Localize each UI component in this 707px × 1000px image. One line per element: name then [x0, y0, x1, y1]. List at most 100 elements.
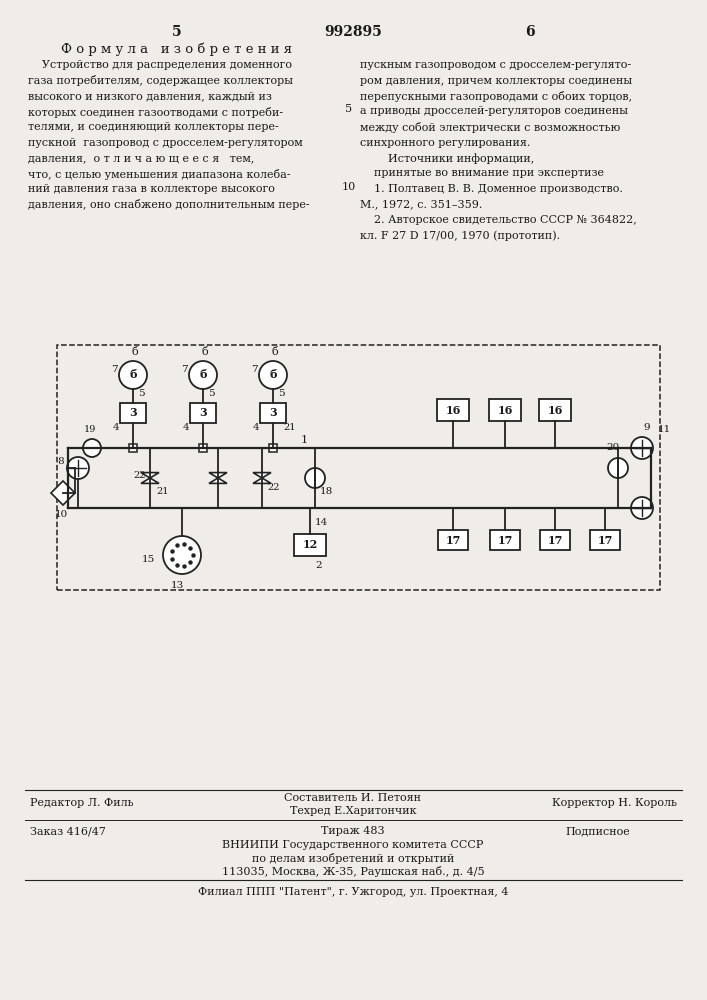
Text: 2. Авторское свидетельство СССР № 364822,: 2. Авторское свидетельство СССР № 364822…: [360, 215, 637, 225]
Text: 4: 4: [182, 424, 189, 432]
Text: кл. F 27 D 17/00, 1970 (прототип).: кл. F 27 D 17/00, 1970 (прототип).: [360, 231, 560, 241]
Text: 4: 4: [252, 424, 259, 432]
Circle shape: [631, 497, 653, 519]
Text: 5: 5: [278, 388, 285, 397]
Text: Источники информации,: Источники информации,: [360, 153, 534, 164]
Text: газа потребителям, содержащее коллекторы: газа потребителям, содержащее коллекторы: [28, 76, 293, 87]
Text: Составитель И. Петоян: Составитель И. Петоян: [284, 793, 421, 803]
Text: 9: 9: [643, 423, 650, 432]
Bar: [190, 403, 216, 423]
Text: 7: 7: [252, 365, 258, 374]
Text: пускным газопроводом с дросселем-регулято-: пускным газопроводом с дросселем-регулят…: [360, 60, 631, 70]
Text: высокого и низкого давления, каждый из: высокого и низкого давления, каждый из: [28, 91, 272, 101]
Text: 6: 6: [525, 25, 534, 39]
Text: ВНИИПИ Государственного комитета СССР: ВНИИПИ Государственного комитета СССР: [222, 840, 484, 850]
Bar: [490, 530, 520, 550]
Polygon shape: [141, 473, 159, 478]
Text: 7: 7: [112, 365, 118, 374]
Text: 19: 19: [84, 425, 96, 434]
Text: которых соединен газоотводами с потреби-: которых соединен газоотводами с потреби-: [28, 106, 283, 117]
Text: б: б: [201, 347, 209, 357]
Circle shape: [189, 361, 217, 389]
Text: Корректор Н. Король: Корректор Н. Король: [552, 798, 677, 808]
Text: 3: 3: [199, 408, 207, 418]
Polygon shape: [209, 478, 227, 483]
Text: принятые во внимание при экспертизе: принятые во внимание при экспертизе: [360, 168, 604, 178]
Text: 17: 17: [547, 534, 563, 546]
Text: 13: 13: [170, 581, 184, 590]
Text: 1. Полтавец В. В. Доменное производство.: 1. Полтавец В. В. Доменное производство.: [360, 184, 623, 194]
Text: М., 1972, с. 351–359.: М., 1972, с. 351–359.: [360, 200, 482, 210]
Text: Ф о р м у л а   и з о б р е т е н и я: Ф о р м у л а и з о б р е т е н и я: [62, 42, 293, 55]
Polygon shape: [141, 478, 159, 483]
Polygon shape: [253, 473, 271, 478]
Text: 17: 17: [597, 534, 613, 546]
Text: 4: 4: [112, 424, 119, 432]
Text: 15: 15: [141, 556, 155, 564]
Circle shape: [83, 439, 101, 457]
Text: 1: 1: [301, 435, 308, 445]
Text: синхронного регулирования.: синхронного регулирования.: [360, 137, 530, 147]
Text: по делам изобретений и открытий: по делам изобретений и открытий: [252, 853, 454, 864]
Bar: [294, 534, 326, 556]
Text: Техред Е.Харитончик: Техред Е.Харитончик: [290, 806, 416, 816]
Bar: [269, 444, 277, 452]
Text: 21: 21: [156, 487, 168, 495]
Text: 11: 11: [658, 425, 671, 434]
Text: 5: 5: [346, 104, 353, 114]
Text: перепускными газопроводами с обоих торцов,: перепускными газопроводами с обоих торцо…: [360, 91, 632, 102]
Circle shape: [163, 536, 201, 574]
Bar: [260, 403, 286, 423]
Text: ром давления, причем коллекторы соединены: ром давления, причем коллекторы соединен…: [360, 76, 632, 86]
Text: 7: 7: [182, 365, 188, 374]
Bar: [590, 530, 620, 550]
Bar: [129, 444, 137, 452]
Text: б: б: [132, 347, 139, 357]
Bar: [539, 399, 571, 421]
Text: пускной  газопровод с дросселем-регулятором: пускной газопровод с дросселем-регулятор…: [28, 137, 303, 147]
Text: 5: 5: [138, 388, 145, 397]
Bar: [489, 399, 521, 421]
Bar: [437, 399, 469, 421]
Text: 14: 14: [315, 518, 328, 527]
Text: 5: 5: [208, 388, 215, 397]
Text: Заказ 416/47: Заказ 416/47: [30, 826, 106, 836]
Text: между собой электрически с возможностью: между собой электрически с возможностью: [360, 122, 620, 133]
Text: Тираж 483: Тираж 483: [321, 826, 385, 836]
Text: 12: 12: [303, 540, 317, 550]
Bar: [199, 444, 207, 452]
Text: Филиал ППП "Патент", г. Ужгород, ул. Проектная, 4: Филиал ППП "Патент", г. Ужгород, ул. Про…: [198, 887, 508, 897]
Text: 21: 21: [283, 424, 296, 432]
Text: что, с целью уменьшения диапазона колеба-: что, с целью уменьшения диапазона колеба…: [28, 168, 291, 180]
Text: 8: 8: [57, 458, 64, 466]
Text: Подписное: Подписное: [565, 826, 630, 836]
Text: Редактор Л. Филь: Редактор Л. Филь: [30, 798, 134, 808]
Circle shape: [608, 458, 628, 478]
Text: ний давления газа в коллекторе высокого: ний давления газа в коллекторе высокого: [28, 184, 275, 194]
Text: 10: 10: [54, 510, 68, 519]
Text: 22: 22: [134, 471, 146, 480]
Bar: [438, 530, 468, 550]
Bar: [120, 403, 146, 423]
Polygon shape: [51, 481, 75, 505]
Text: 10: 10: [342, 182, 356, 192]
Text: 16: 16: [547, 404, 563, 416]
Text: 20: 20: [607, 443, 619, 452]
Bar: [57, 345, 660, 590]
Text: 113035, Москва, Ж-35, Раушская наб., д. 4/5: 113035, Москва, Ж-35, Раушская наб., д. …: [222, 866, 484, 877]
Circle shape: [119, 361, 147, 389]
Text: Устройство для распределения доменного: Устройство для распределения доменного: [28, 60, 292, 70]
Text: давления,  о т л и ч а ю щ е е с я   тем,: давления, о т л и ч а ю щ е е с я тем,: [28, 153, 255, 163]
Text: б: б: [129, 369, 136, 380]
Text: 2: 2: [315, 561, 322, 570]
Text: 16: 16: [445, 404, 461, 416]
Circle shape: [631, 437, 653, 459]
Text: 18: 18: [320, 488, 333, 496]
Text: 16: 16: [497, 404, 513, 416]
Circle shape: [259, 361, 287, 389]
Text: 22: 22: [267, 484, 279, 492]
Polygon shape: [253, 478, 271, 483]
Text: 3: 3: [269, 408, 277, 418]
Text: б: б: [271, 347, 279, 357]
Text: 17: 17: [497, 534, 513, 546]
